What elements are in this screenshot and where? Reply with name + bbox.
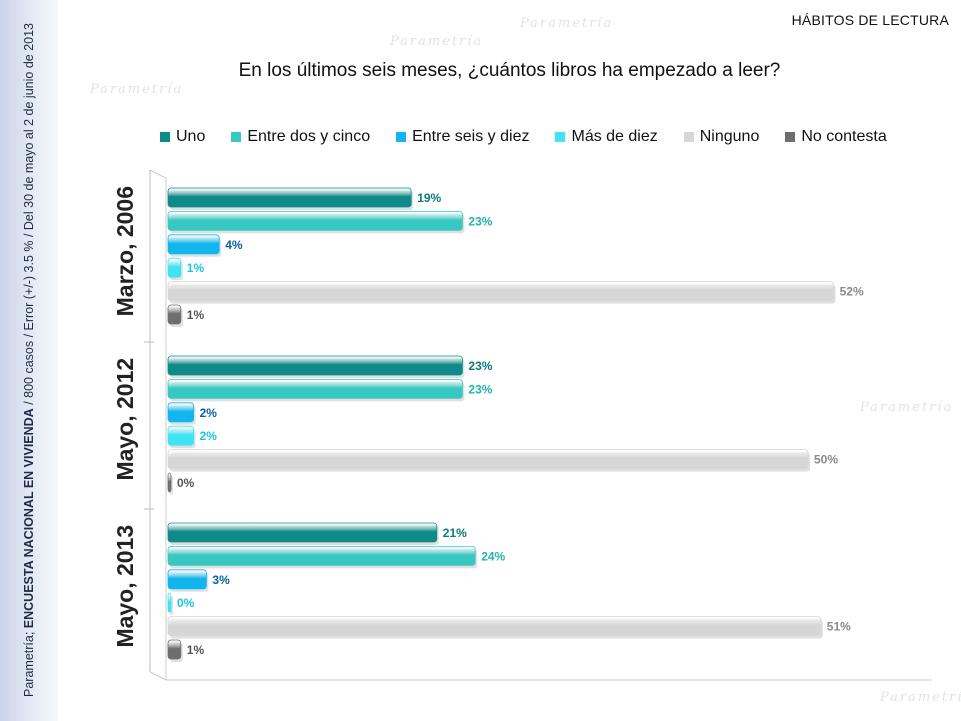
data-label: 52% [840, 285, 864, 299]
watermark: Parametría [520, 16, 614, 31]
watermark: Parametría [880, 690, 961, 705]
legend-item-ninguno: Ninguno [683, 128, 760, 146]
legend-item-mas-de-diez: Más de diez [555, 128, 658, 146]
sidebar: Parametría; ENCUESTA NACIONAL EN VIVIEND… [0, 0, 58, 721]
data-label: 1% [187, 643, 205, 657]
chart-title: En los últimos seis meses, ¿cuántos libr… [238, 60, 781, 81]
legend-item-uno: Uno [160, 128, 205, 146]
bar-ninguno-mayo-2013 [167, 616, 822, 636]
legend-label: No contesta [801, 128, 887, 145]
watermark: Parametría [390, 34, 484, 49]
legend-label: Más de diez [571, 128, 658, 145]
data-label: 23% [468, 214, 492, 228]
legend-label: Ninguno [699, 128, 760, 145]
data-label: 51% [827, 620, 851, 634]
data-label: 24% [481, 549, 505, 563]
bar-ninguno-mayo-2012 [167, 449, 809, 470]
data-label: 2% [200, 429, 218, 443]
bar-uno-mayo-2013 [167, 522, 438, 543]
watermark: Parametría [90, 82, 184, 97]
legend-label: Uno [176, 128, 206, 145]
bar-mas-de-diez-mayo-2013 [167, 592, 172, 613]
category-label-marzo-2006: Marzo, 2006 [112, 186, 138, 316]
bar-mas-de-diez-marzo-2006 [167, 257, 182, 278]
data-label: 2% [200, 406, 218, 420]
bar-uno-mayo-2012 [167, 355, 463, 376]
legend-swatch [555, 132, 566, 142]
bar-entre-dos-y-cinco-mayo-2012 [167, 378, 463, 399]
section-title: HÁBITOS DE LECTURA [791, 12, 949, 28]
bar-mas-de-diez-mayo-2012 [167, 425, 195, 446]
legend-item-entre-seis-y-diez: Entre seis y diez [396, 128, 529, 146]
legend-swatch [231, 132, 242, 142]
watermark: Parametría [860, 400, 954, 415]
legend-swatch [683, 132, 694, 142]
chart-legend: Uno Entre dos y cinco Entre seis y diez Más… [160, 128, 887, 146]
data-label: 23% [468, 382, 492, 396]
category-label-mayo-2013: Mayo, 2013 [112, 525, 138, 648]
bar-no-contesta-marzo-2006 [167, 304, 182, 325]
legend-label: Entre seis y diez [412, 128, 530, 145]
data-label: 19% [417, 191, 441, 205]
data-label: 23% [468, 359, 492, 373]
data-label: 0% [177, 476, 195, 490]
legend-item-entre-dos-y-cinco: Entre dos y cinco [231, 128, 370, 146]
bar-entre-dos-y-cinco-marzo-2006 [167, 210, 463, 231]
plot-frame [149, 169, 932, 681]
bar-no-contesta-mayo-2013 [167, 639, 182, 660]
legend-swatch [785, 132, 796, 142]
bar-no-contesta-mayo-2012 [167, 472, 172, 493]
legend-item-no-contesta: No contesta [785, 128, 887, 146]
legend-label: Entre dos y cinco [247, 128, 371, 145]
bar-entre-seis-y-diez-mayo-2013 [167, 569, 207, 590]
bar-entre-seis-y-diez-mayo-2012 [167, 402, 195, 423]
data-label: 0% [177, 596, 195, 610]
category-label-mayo-2012: Mayo, 2012 [112, 358, 138, 481]
legend-swatch [396, 132, 407, 142]
bar-entre-seis-y-diez-marzo-2006 [167, 234, 220, 255]
data-label: 1% [187, 308, 205, 322]
data-label: 4% [225, 238, 243, 252]
bar-uno-marzo-2006 [167, 187, 412, 208]
data-label: 50% [814, 453, 838, 467]
data-label: 21% [443, 526, 467, 540]
bar-ninguno-marzo-2006 [167, 281, 834, 302]
data-label: 1% [187, 261, 205, 275]
legend-swatch [160, 132, 170, 142]
bar-entre-dos-y-cinco-mayo-2013 [167, 546, 476, 566]
data-label: 3% [212, 573, 230, 587]
